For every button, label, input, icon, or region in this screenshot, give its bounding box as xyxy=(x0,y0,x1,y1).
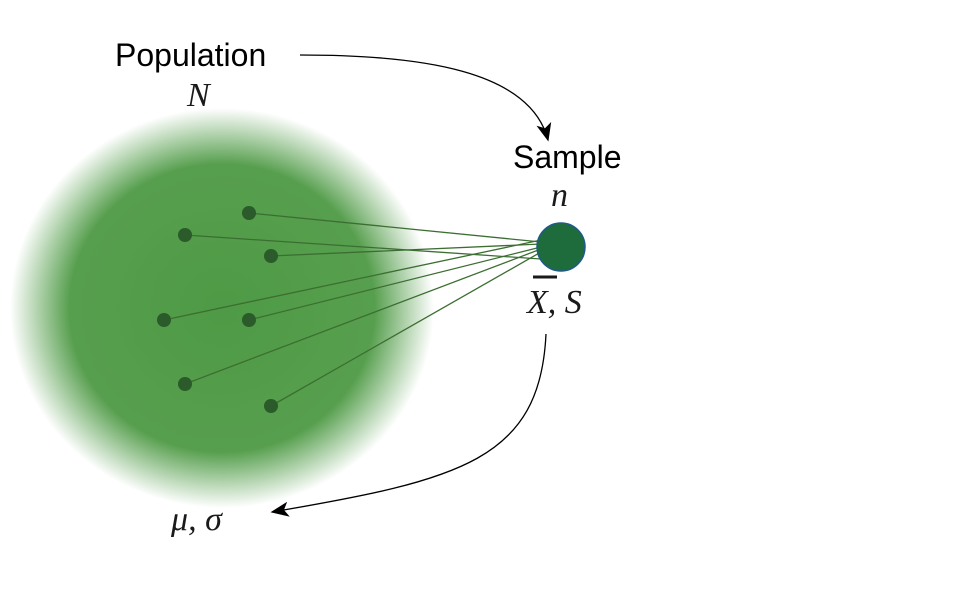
population-member-dot xyxy=(242,206,256,220)
sampling-line xyxy=(184,248,542,385)
sampling-line xyxy=(270,251,542,407)
sampling-line xyxy=(248,246,542,321)
sampling-line xyxy=(184,234,542,260)
population-member-dot xyxy=(264,399,278,413)
population-to-sample-arrow xyxy=(299,54,552,142)
population-size-symbol: N xyxy=(186,77,212,114)
population-member-dot xyxy=(178,377,192,391)
population-member-dot xyxy=(264,249,278,263)
population-members xyxy=(157,206,278,413)
sample-sd-symbol: , S xyxy=(548,284,582,321)
sampling-line xyxy=(270,243,542,257)
sampling-line xyxy=(163,239,542,321)
sample-size-symbol: n xyxy=(551,177,568,214)
sampling-lines xyxy=(163,212,542,407)
statistics-to-parameters-arrow xyxy=(270,333,547,517)
population-member-dot xyxy=(178,228,192,242)
population-label: Population xyxy=(115,37,266,73)
population-member-dot xyxy=(157,313,171,327)
xbar-symbol: X xyxy=(525,284,549,321)
population-member-dot xyxy=(242,313,256,327)
sample-statistics: X, S xyxy=(525,284,582,321)
sample-label: Sample xyxy=(513,139,622,175)
sampling-line xyxy=(248,212,542,243)
sample-circle xyxy=(536,222,586,272)
population-parameters: μ, σ xyxy=(170,501,223,538)
